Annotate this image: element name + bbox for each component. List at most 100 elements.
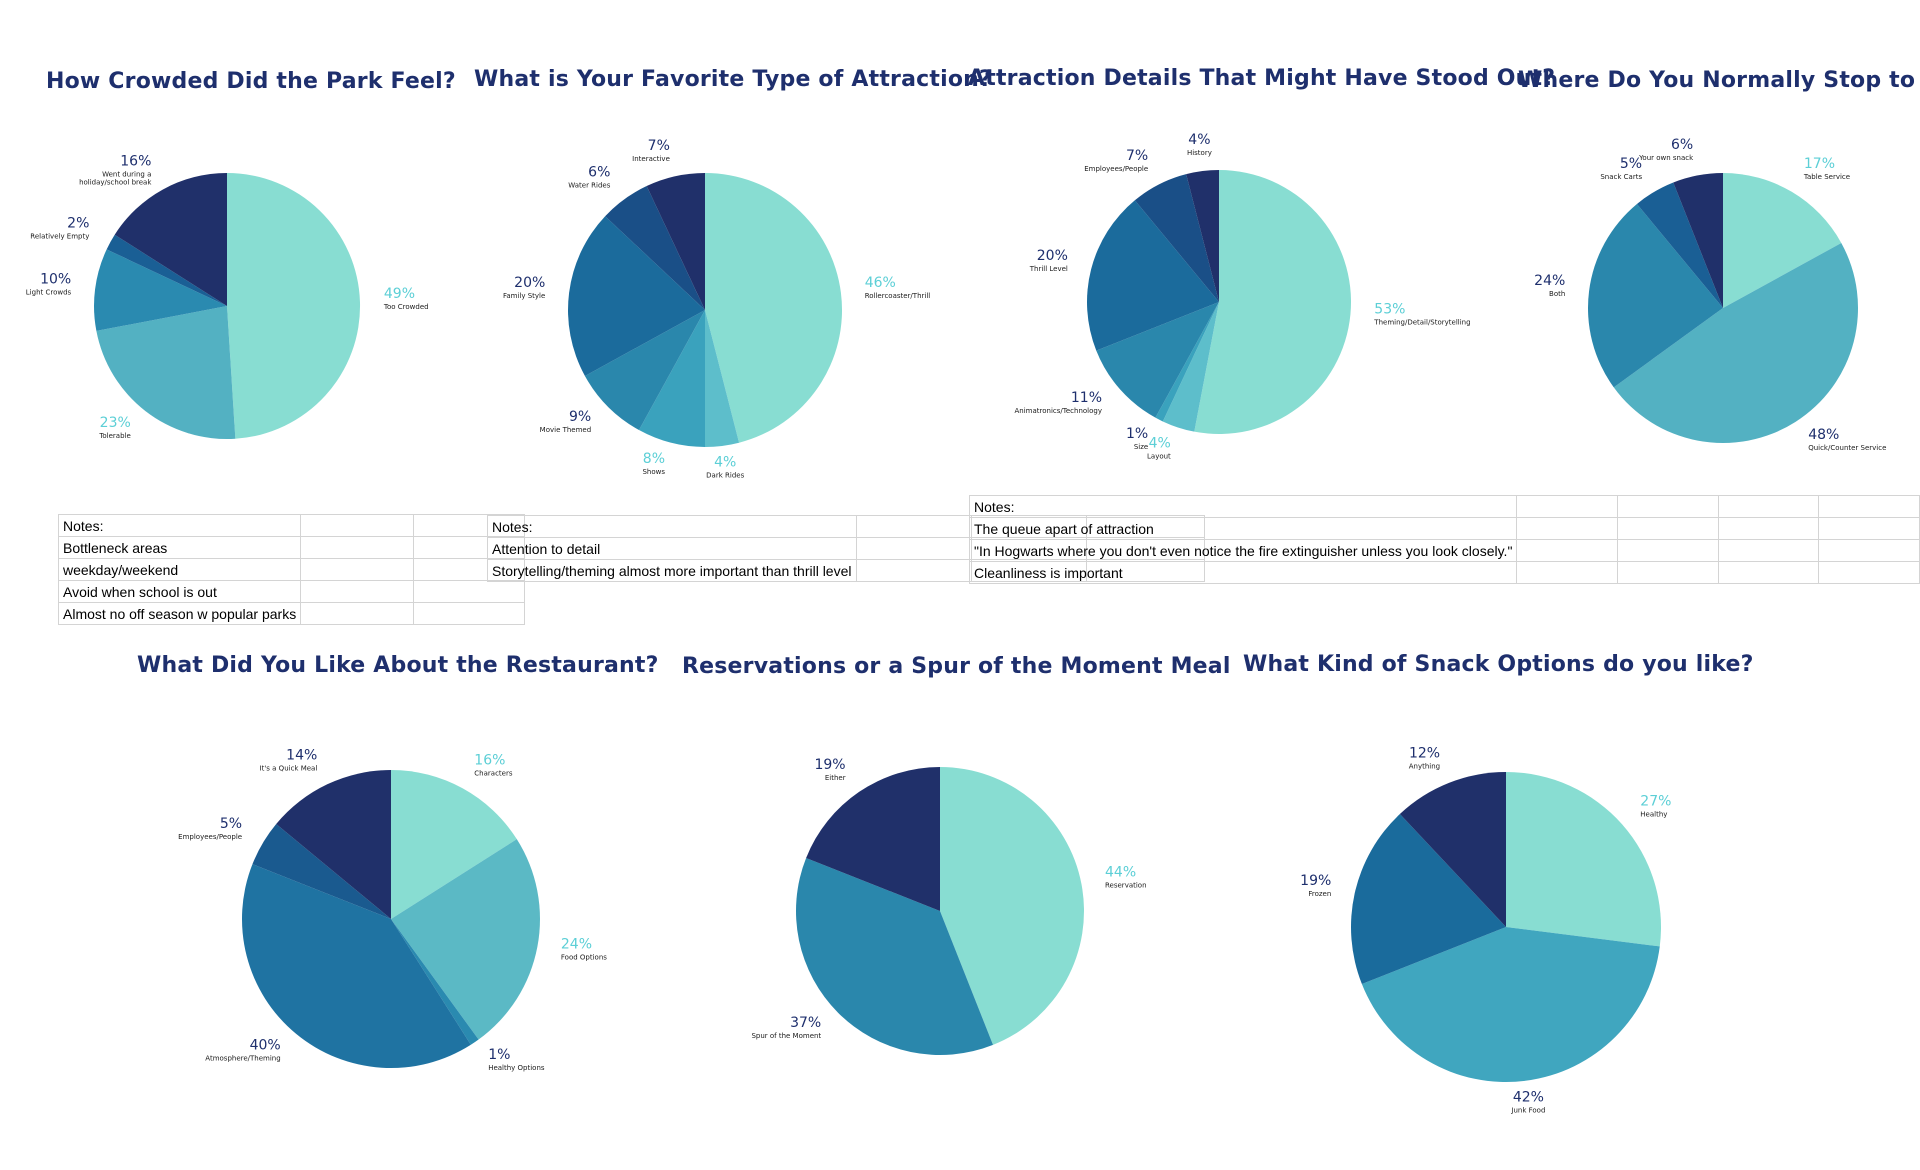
table-row: weekday/weekend (57, 558, 526, 581)
pie-slice-characters (391, 770, 517, 919)
chart-title-snacks: What Kind of Snack Options do you like? (1243, 652, 1754, 677)
pie-percent-label: 17% (1804, 156, 1835, 172)
pie-category-label: Thrill Level (1029, 265, 1068, 273)
notes-cell: Almost no off season w popular parks (57, 602, 302, 625)
pie-category-label: Employees/People (1084, 165, 1148, 173)
pie-percent-label: 48% (1808, 427, 1839, 443)
pie-category-label: Junk Food (1510, 1107, 1545, 1115)
pie-category-label: Healthy (1640, 811, 1667, 819)
pie-slice-employees-people (252, 824, 391, 919)
chart-title-reservations: Reservations or a Spur of the Moment Mea… (682, 654, 1231, 679)
pie-slice-animatronics-technology (1096, 302, 1219, 418)
pie-slice-snack-carts (1636, 182, 1723, 308)
pie-percent-label: 6% (1671, 137, 1693, 153)
table-row: Cleanliness is important (968, 561, 1920, 584)
pie-category-label: Snack Carts (1600, 173, 1642, 181)
pie-category-label: Tolerable (98, 432, 130, 440)
pie-category-label: Healthy Options (488, 1064, 545, 1072)
notes-cell: "In Hogwarts where you don't even notice… (968, 539, 1518, 562)
pie-percent-label: 24% (561, 936, 592, 952)
pie-slice-spur-of-the-moment (795, 857, 994, 1056)
notes-cell: Attention to detail (487, 537, 857, 560)
pie-category-label: Relatively Empty (30, 232, 89, 240)
pie-slice-quick-counter-service (1613, 242, 1859, 444)
pie-category-label: Went during a (102, 170, 151, 178)
pie-slice-size (1155, 302, 1219, 422)
pie-category-label: Food Options (561, 953, 607, 961)
pie-percent-label: 4% (714, 455, 736, 471)
pie-category-label: Characters (474, 769, 513, 777)
pie-category-label: Quick/Counter Service (1808, 444, 1886, 452)
pie-category-label: Interactive (632, 155, 670, 163)
pie-slice-tolerable (96, 306, 236, 440)
pie-percent-label: 5% (1620, 156, 1642, 172)
chart-title-eat: Where Do You Normally Stop to Eat? (1518, 68, 1920, 93)
pie-category-label: holiday/school break (79, 178, 152, 186)
table-row: Notes: (968, 495, 1920, 518)
notes-table-attraction-details: Notes: The queue apart of attraction "In… (968, 495, 1920, 584)
pie-slice-light-crowds (94, 249, 228, 331)
pie-slice-junk-food (1361, 927, 1660, 1083)
notes-table-crowd: Notes: Bottleneck areas weekday/weekend … (57, 514, 526, 625)
pie-category-label: Atmosphere/Theming (205, 1054, 280, 1062)
pie-percent-label: 7% (1126, 148, 1148, 164)
pie-percent-label: 37% (790, 1015, 821, 1031)
pie-slice-went-during-a-holiday-school-break (114, 173, 227, 306)
pie-slice-reservation (940, 767, 1085, 1045)
pie-slice-thrill-level (1087, 200, 1219, 351)
pie-slice-employees-people (1134, 174, 1219, 302)
notes-cell: Storytelling/theming almost more importa… (487, 559, 857, 582)
pie-slice-healthy-options (391, 919, 479, 1045)
pie-percent-label: 16% (120, 153, 151, 169)
pie-percent-label: 42% (1513, 1090, 1544, 1106)
pie-slice-dark-rides (705, 310, 740, 447)
pie-percent-label: 24% (1534, 273, 1565, 289)
pie-slice-rollercoaster-thrill (705, 173, 843, 443)
pie-percent-label: 19% (814, 757, 845, 773)
notes-cell: Notes: (487, 515, 857, 538)
pie-slice-shows (639, 310, 705, 447)
pie-percent-label: 46% (865, 275, 896, 291)
pie-category-label: Rollercoaster/Thrill (865, 292, 931, 300)
pie-percent-label: 1% (1126, 426, 1148, 442)
pie-slice-history (1186, 170, 1219, 302)
pie-slice-relatively-empty (106, 234, 227, 306)
pie-slice-frozen (1350, 814, 1506, 985)
pie-percent-label: 1% (488, 1047, 510, 1063)
pie-category-label: Animatronics/Technology (1015, 407, 1102, 415)
pie-category-label: Shows (642, 468, 665, 476)
notes-cell: Notes: (57, 514, 302, 537)
pie-percent-label: 40% (250, 1037, 281, 1053)
pie-percent-label: 11% (1071, 390, 1102, 406)
pie-percent-label: 19% (1300, 873, 1331, 889)
pie-category-label: Light Crowds (26, 288, 72, 296)
pie-slice-too-crowded (227, 173, 361, 439)
table-row: Almost no off season w popular parks (57, 602, 526, 625)
pie-slice-theming-detail-storytelling (1194, 170, 1352, 434)
pie-slice-both (1587, 203, 1723, 388)
table-row: The queue apart of attraction (968, 517, 1920, 540)
table-row: Bottleneck areas (57, 536, 526, 559)
pie-percent-label: 27% (1640, 794, 1671, 810)
pie-slice-layout (1162, 302, 1219, 432)
pie-category-label: It's a Quick Meal (260, 765, 318, 773)
notes-cell: Notes: (968, 495, 1518, 518)
pie-percent-label: 12% (1409, 746, 1440, 762)
table-row: "In Hogwarts where you don't even notice… (968, 539, 1920, 562)
notes-cell: Avoid when school is out (57, 580, 302, 603)
pie-percent-label: 6% (588, 165, 610, 181)
pie-slice-movie-themed (584, 310, 705, 431)
pie-category-label: Both (1549, 290, 1565, 298)
pie-category-label: Frozen (1308, 890, 1331, 898)
pie-percent-label: 16% (474, 752, 505, 768)
pie-percent-label: 8% (643, 451, 665, 467)
pie-category-label: Too Crowded (383, 303, 429, 311)
pie-slice-atmosphere-theming (241, 864, 471, 1068)
pie-slice-water-rides (605, 186, 705, 310)
pie-slice-healthy (1506, 772, 1662, 947)
pie-category-label: Employees/People (178, 833, 242, 841)
